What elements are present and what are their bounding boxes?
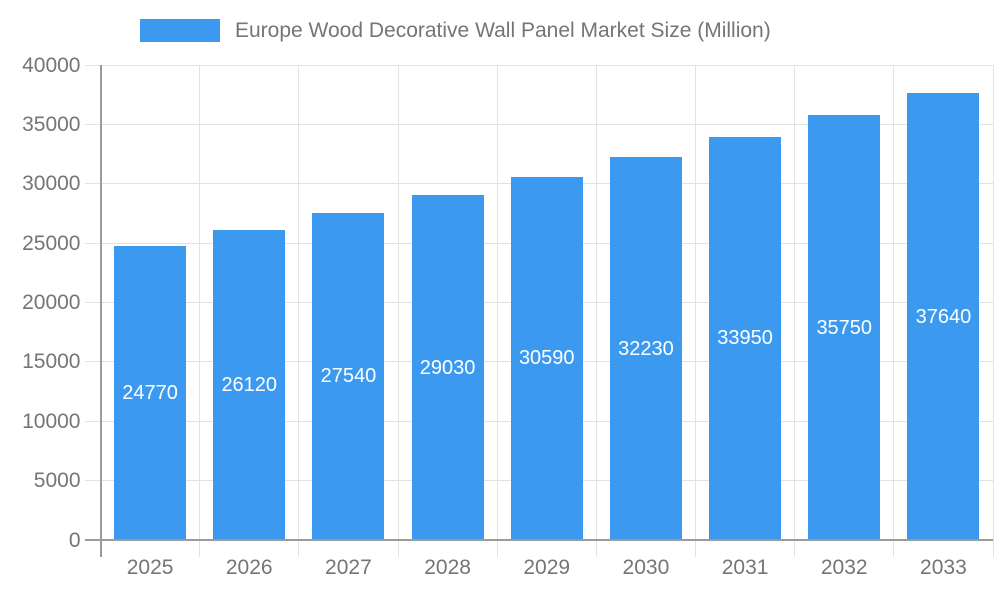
bar-value-label: 26120	[221, 373, 278, 396]
x-axis-line	[84, 539, 993, 541]
bar-2032[interactable]	[808, 115, 881, 540]
y-axis-tick-label: 0	[68, 528, 81, 552]
gridline-vertical	[199, 65, 201, 557]
y-axis-tick-label: 20000	[22, 291, 81, 314]
bar-2025[interactable]	[114, 245, 187, 540]
bar-value-label: 32230	[618, 337, 674, 360]
bar-2031[interactable]	[709, 136, 782, 540]
bar-2028[interactable]	[411, 195, 484, 540]
bar-value-label: 24770	[122, 381, 178, 404]
y-axis-tick-label: 40000	[22, 53, 81, 77]
legend-swatch[interactable]	[140, 19, 220, 42]
gridline-horizontal	[84, 64, 993, 66]
y-axis-tick-label: 25000	[22, 231, 81, 255]
x-axis-tick-label: 2030	[622, 556, 670, 579]
gridline-vertical	[397, 65, 399, 557]
bar-2030[interactable]	[609, 157, 682, 540]
bar-value-label: 37640	[915, 305, 972, 328]
x-axis-tick-label: 2025	[126, 556, 174, 579]
bar-value-label: 35750	[816, 316, 873, 339]
y-axis-tick-label: 35000	[22, 112, 81, 136]
gridline-vertical	[496, 65, 498, 557]
bar-value-label: 33950	[717, 327, 773, 350]
x-axis-tick-label: 2029	[523, 556, 571, 579]
bar-2029[interactable]	[510, 176, 583, 540]
legend[interactable]: Europe Wood Decorative Wall Panel Market…	[140, 17, 771, 44]
x-axis-tick-label: 2026	[225, 556, 273, 579]
y-axis-tick-label: 5000	[33, 469, 81, 493]
gridline-vertical	[992, 65, 994, 557]
x-axis-tick-label: 2027	[325, 556, 372, 579]
bar-2033[interactable]	[907, 93, 980, 540]
bar-value-label: 29030	[419, 356, 476, 379]
y-axis-tick-label: 15000	[22, 350, 81, 374]
gridline-vertical	[595, 65, 597, 557]
bar-value-label: 27540	[320, 365, 377, 388]
gridline-vertical	[298, 65, 300, 557]
x-axis-tick-label: 2033	[920, 556, 967, 579]
y-axis-line	[99, 65, 102, 557]
gridline-vertical	[893, 65, 895, 557]
bar-2026[interactable]	[213, 229, 286, 540]
bar-2027[interactable]	[312, 212, 385, 540]
y-axis-tick-label: 30000	[22, 172, 81, 196]
gridline-vertical	[695, 65, 696, 557]
x-axis-tick-label: 2031	[721, 556, 769, 579]
gridline-vertical	[794, 65, 796, 557]
x-axis-tick-label: 2032	[820, 556, 868, 579]
x-axis-tick-label: 2028	[424, 556, 471, 579]
bar-value-label: 30590	[518, 347, 575, 370]
y-axis-tick-label: 10000	[22, 409, 81, 433]
legend-label: Europe Wood Decorative Wall Panel Market…	[235, 19, 771, 42]
gridline-horizontal	[84, 123, 993, 125]
